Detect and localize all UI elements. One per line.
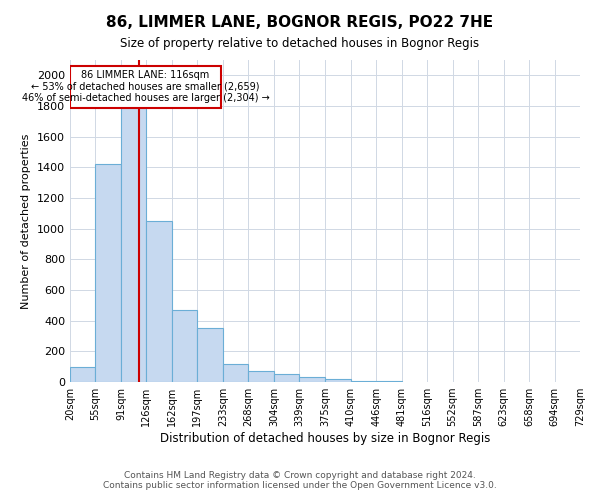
- Bar: [274, 374, 299, 382]
- Bar: [172, 310, 197, 382]
- Bar: [248, 372, 274, 382]
- Text: 86 LIMMER LANE: 116sqm: 86 LIMMER LANE: 116sqm: [82, 70, 209, 80]
- Text: ← 53% of detached houses are smaller (2,659): ← 53% of detached houses are smaller (2,…: [31, 82, 260, 92]
- Bar: [325, 380, 350, 382]
- Text: Size of property relative to detached houses in Bognor Regis: Size of property relative to detached ho…: [121, 38, 479, 51]
- Bar: [376, 381, 401, 382]
- FancyBboxPatch shape: [70, 66, 221, 108]
- Bar: [350, 380, 376, 382]
- Bar: [146, 221, 172, 382]
- Bar: [70, 366, 95, 382]
- Bar: [197, 328, 223, 382]
- Bar: [95, 164, 121, 382]
- Y-axis label: Number of detached properties: Number of detached properties: [22, 134, 31, 308]
- Bar: [299, 376, 325, 382]
- Bar: [223, 364, 248, 382]
- Text: 86, LIMMER LANE, BOGNOR REGIS, PO22 7HE: 86, LIMMER LANE, BOGNOR REGIS, PO22 7HE: [106, 15, 494, 30]
- Text: Contains HM Land Registry data © Crown copyright and database right 2024.
Contai: Contains HM Land Registry data © Crown c…: [103, 470, 497, 490]
- Text: 46% of semi-detached houses are larger (2,304) →: 46% of semi-detached houses are larger (…: [22, 93, 269, 103]
- X-axis label: Distribution of detached houses by size in Bognor Regis: Distribution of detached houses by size …: [160, 432, 490, 445]
- Bar: [121, 106, 146, 382]
